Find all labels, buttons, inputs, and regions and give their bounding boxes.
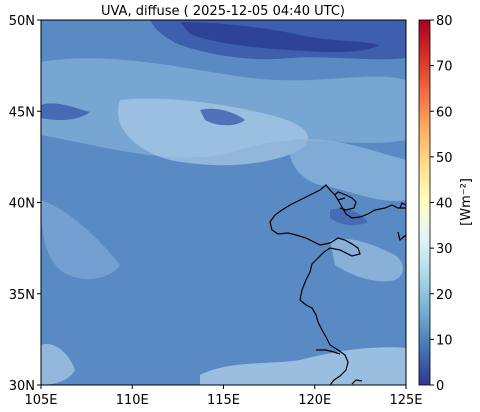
colorbar-tick-label: 50 bbox=[436, 151, 453, 166]
field-band-darkest-north bbox=[180, 22, 380, 53]
field-band-light-west bbox=[41, 200, 120, 280]
field-patch-dark-west bbox=[41, 103, 90, 120]
colorbar-tick-label: 20 bbox=[436, 288, 453, 303]
colorbar-tick-label: 0 bbox=[436, 379, 444, 394]
colorbar-tick-label: 10 bbox=[436, 333, 453, 348]
field-patch-dark-east bbox=[330, 208, 368, 226]
x-tick-label: 120E bbox=[298, 393, 331, 408]
colorbar-tick-label: 30 bbox=[436, 242, 453, 257]
field-band-light-southwest bbox=[41, 344, 75, 385]
field-band-lighter-mid bbox=[118, 98, 309, 166]
y-axis: 30N 35N 40N 45N 50N bbox=[9, 14, 41, 394]
y-tick-label: 35N bbox=[9, 288, 35, 303]
colorbar-tick-label: 60 bbox=[436, 105, 453, 120]
y-tick-label: 40N bbox=[9, 197, 35, 212]
x-tick-label: 115E bbox=[207, 393, 240, 408]
coastline-korea-tip bbox=[397, 231, 406, 242]
y-tick-label: 45N bbox=[9, 105, 35, 120]
colorbar-tick-label: 70 bbox=[436, 60, 453, 75]
coastline bbox=[269, 184, 406, 385]
field-patch-dark-center bbox=[200, 108, 245, 126]
x-tick-label: 110E bbox=[116, 393, 149, 408]
coastline-estuary bbox=[351, 379, 363, 385]
map-area bbox=[41, 20, 406, 385]
x-tick-label: 125E bbox=[389, 393, 422, 408]
coastline-east-edge bbox=[399, 202, 406, 209]
y-tick-label: 30N bbox=[9, 379, 35, 394]
field-band-light-east bbox=[289, 139, 406, 202]
x-axis: 105E 110E 115E 120E 125E bbox=[24, 385, 423, 408]
coastline-island bbox=[316, 349, 341, 355]
y-tick-label: 50N bbox=[9, 14, 35, 29]
colorbar-ticks: 0 10 20 30 40 50 60 70 80 bbox=[430, 14, 453, 394]
map-title: UVA, diffuse ( 2025-12-05 04:40 UTC) bbox=[101, 4, 345, 19]
colorbar: 0 10 20 30 40 50 60 70 80 [Wm⁻²] bbox=[418, 14, 474, 394]
colorbar-fill bbox=[418, 19, 431, 386]
field-band-light-southeast bbox=[200, 347, 406, 385]
colorbar-label: [Wm⁻²] bbox=[459, 178, 474, 226]
colorbar-tick-label: 80 bbox=[436, 14, 453, 29]
colorbar-tick-label: 40 bbox=[436, 197, 453, 212]
field-band-light-coast bbox=[330, 238, 403, 282]
x-tick-label: 105E bbox=[24, 393, 57, 408]
